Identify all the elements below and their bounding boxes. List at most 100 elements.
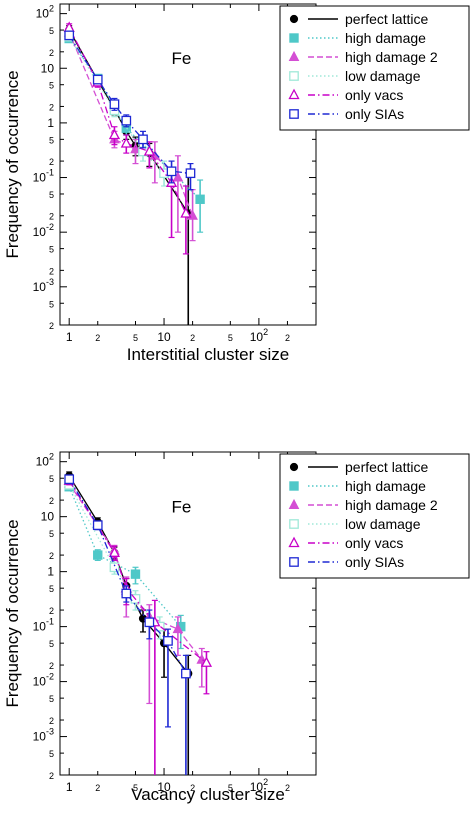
y-tick-label: 5	[49, 529, 54, 539]
y-tick-label: 5	[49, 694, 54, 704]
y-tick-label: 5	[49, 26, 54, 36]
x-tick-label: 5	[228, 783, 233, 793]
x-tick-label: 10	[157, 780, 171, 794]
data-point	[172, 171, 184, 182]
legend-marker	[289, 557, 299, 567]
data-point	[143, 145, 155, 156]
y-axis-label: Frequency of occurrence	[3, 70, 22, 258]
legend-marker	[289, 462, 299, 472]
legend-label: perfect lattice	[345, 459, 428, 475]
series-line	[68, 486, 182, 628]
legend-box	[279, 5, 470, 131]
data-point	[163, 636, 173, 646]
data-point	[138, 134, 148, 145]
data-point	[130, 569, 141, 579]
x-tick-label: 2	[95, 783, 100, 793]
y-tick-label: 2	[49, 716, 54, 726]
data-point	[130, 143, 141, 154]
data-point	[63, 21, 75, 32]
data-point	[195, 194, 205, 204]
x-tick-label: 2	[285, 333, 290, 343]
legend: perfect lattice high damage high damage 2 l…	[279, 5, 470, 131]
x-tick-label: 2	[190, 333, 195, 343]
y-tick-label: 2	[49, 496, 54, 506]
data-point	[109, 99, 120, 110]
x-tick-label: 102	[250, 327, 268, 344]
y-tick-label: 102	[36, 4, 54, 21]
y-tick-label: 5	[49, 584, 54, 594]
legend: perfect lattice high damage high damage 2 l…	[279, 453, 470, 579]
data-point	[64, 474, 75, 485]
x-tick-label: 1	[66, 780, 73, 794]
panel-vacancy: Fe Vacancy cluster size Frequency of occ…	[3, 451, 470, 804]
y-tick-label: 1	[47, 116, 54, 130]
y-tick-label: 2	[49, 321, 54, 331]
data-point	[93, 550, 103, 560]
x-tick-label: 5	[133, 783, 138, 793]
y-tick-label: 5	[49, 245, 54, 255]
legend-label: high damage 2	[345, 49, 438, 65]
element-annotation: Fe	[172, 49, 192, 68]
x-axis-label: Interstitial cluster size	[127, 345, 290, 364]
legend-marker	[289, 71, 299, 81]
x-tick-label: 2	[285, 783, 290, 793]
data-point	[166, 166, 177, 177]
element-annotation: Fe	[172, 497, 192, 516]
series-line	[68, 478, 187, 674]
data-marks	[63, 21, 205, 325]
x-tick-label: 2	[95, 333, 100, 343]
series-line	[68, 483, 203, 661]
y-tick-label: 10-2	[33, 222, 54, 239]
y-tick-label: 10	[41, 510, 55, 524]
data-point	[180, 207, 192, 218]
data-point	[92, 74, 103, 85]
y-tick-label: 5	[49, 135, 54, 145]
legend-label: low damage	[345, 516, 421, 532]
y-tick-label: 2	[49, 771, 54, 781]
y-tick-label: 5	[49, 749, 54, 759]
x-tick-label: 1	[66, 330, 73, 344]
legend-label: only SIAs	[345, 554, 404, 570]
y-tick-label: 5	[49, 474, 54, 484]
data-point	[120, 137, 132, 148]
data-point	[109, 562, 120, 573]
y-tick-label: 1	[47, 565, 54, 579]
legend-label: only vacs	[345, 87, 403, 103]
y-tick-label: 5	[49, 299, 54, 309]
y-tick-label: 2	[49, 48, 54, 58]
data-point	[108, 128, 121, 140]
data-point	[200, 656, 213, 667]
x-axis-label: Vacancy cluster size	[131, 785, 285, 804]
y-tick-label: 102	[36, 452, 54, 469]
y-tick-label: 2	[49, 661, 54, 671]
y-tick-label: 2	[49, 551, 54, 561]
y-tick-label: 10-3	[33, 727, 54, 744]
y-tick-label: 10-1	[33, 617, 54, 634]
data-point	[185, 168, 196, 179]
legend-marker	[288, 88, 300, 100]
y-tick-label: 2	[49, 606, 54, 616]
legend-marker	[289, 14, 299, 24]
y-tick-label: 5	[49, 81, 54, 91]
data-point	[144, 617, 155, 628]
data-point	[181, 668, 191, 679]
y-tick-label: 10-2	[33, 672, 54, 689]
legend-label: high damage	[345, 478, 426, 494]
y-tick-label: 2	[49, 102, 54, 112]
panel-interstitial: Fe Interstitial cluster size Frequency o…	[3, 3, 470, 364]
y-tick-label: 2	[49, 212, 54, 222]
x-tick-label: 5	[133, 333, 138, 343]
data-point	[121, 588, 132, 599]
data-point	[121, 115, 132, 126]
legend-marker	[289, 109, 299, 119]
legend-marker	[289, 481, 299, 491]
y-tick-label: 5	[49, 190, 54, 200]
legend-label: only vacs	[345, 535, 403, 551]
series-line	[68, 38, 201, 200]
data-point	[108, 546, 121, 557]
y-tick-label: 2	[49, 157, 54, 167]
legend-marker	[288, 498, 300, 509]
axis-ticks: 1 2 5 10 2 5 102210252105215210-15210-25210-35…	[33, 452, 316, 794]
legend-box	[279, 453, 470, 579]
